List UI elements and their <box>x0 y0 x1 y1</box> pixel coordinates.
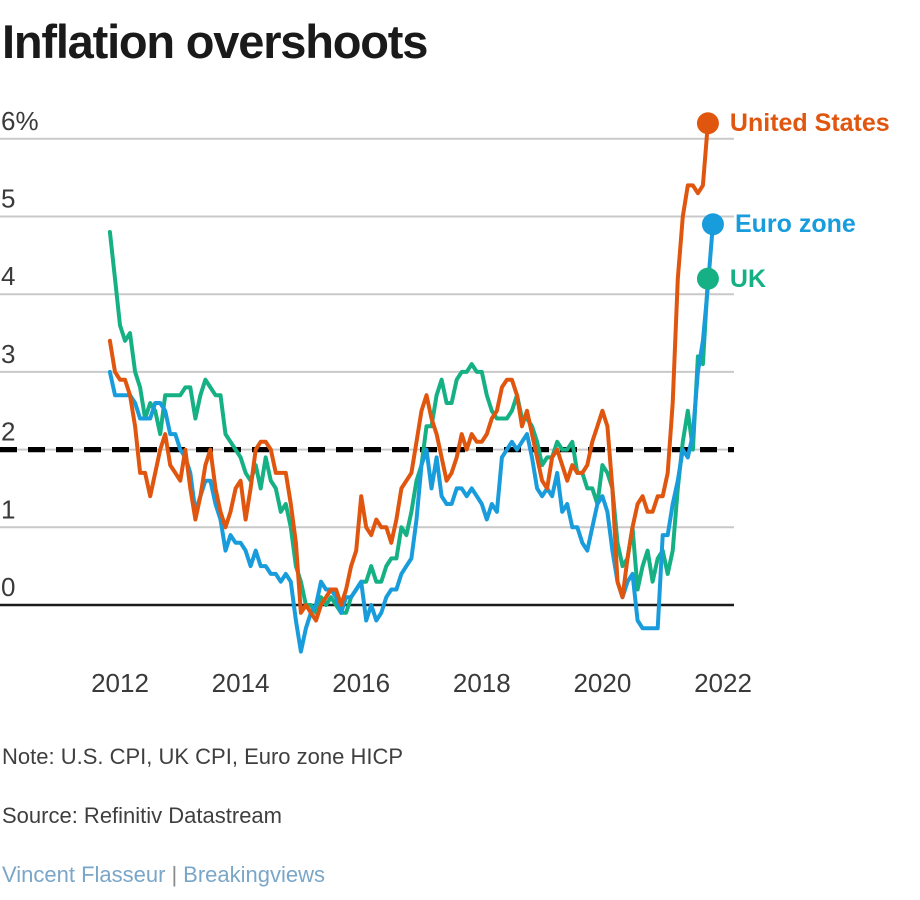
x-tick-label-2020: 2020 <box>573 668 631 698</box>
chart-title: Inflation overshoots <box>2 15 428 68</box>
y-tick-label-1: 1 <box>1 494 15 524</box>
x-tick-label-2012: 2012 <box>91 668 149 698</box>
inflation-line-chart: 6% 5 4 3 2 1 0 2012 2014 2016 2018 2020 2022 <box>0 106 752 698</box>
series-line-united-states <box>107 121 710 623</box>
series-line-euro-zone <box>107 222 715 654</box>
chart-source: Source: Refinitiv Datastream <box>2 803 282 828</box>
credit-author-link[interactable]: Vincent Flasseur <box>2 862 166 887</box>
series-label-euro-zone: Euro zone <box>734 210 856 239</box>
series-line-uk <box>107 230 710 615</box>
y-tick-label-0: 0 <box>1 572 15 602</box>
series-label-uk: UK <box>729 264 767 293</box>
series-end-dot-euro-zone <box>701 213 724 236</box>
series-end-dot-united-states <box>696 112 719 135</box>
series-end-dot-uk <box>696 267 719 290</box>
x-tick-label-2018: 2018 <box>453 668 511 698</box>
y-tick-label-6: 6% <box>1 106 39 136</box>
credit-separator: | <box>171 862 178 887</box>
x-tick-label-2022: 2022 <box>694 668 752 698</box>
y-tick-label-3: 3 <box>1 339 15 369</box>
y-tick-label-4: 4 <box>1 261 15 291</box>
credit-publication-link[interactable]: Breakingviews <box>183 862 326 887</box>
x-tick-label-2016: 2016 <box>332 668 390 698</box>
y-tick-label-5: 5 <box>1 184 15 214</box>
chart-note: Note: U.S. CPI, UK CPI, Euro zone HICP <box>2 744 404 769</box>
x-tick-label-2014: 2014 <box>212 668 270 698</box>
series-label-united-states: United States <box>729 109 890 138</box>
y-tick-label-2: 2 <box>1 417 15 447</box>
chart-credit: Vincent Flasseur | Breakingviews <box>2 862 325 888</box>
